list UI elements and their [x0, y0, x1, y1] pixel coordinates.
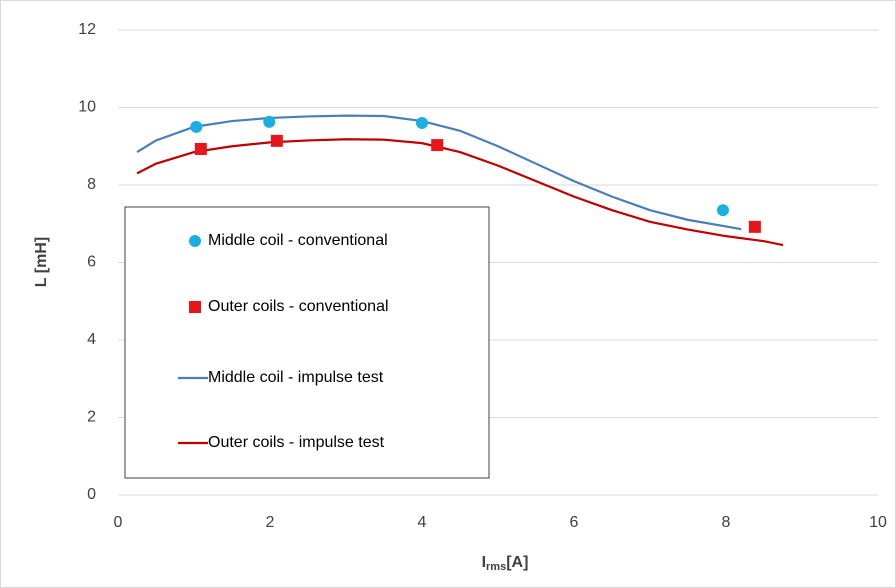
x-tick-label: 2 [266, 514, 275, 531]
x-tick-label: 6 [570, 514, 579, 531]
x-label-rest: [A] [506, 554, 528, 571]
legend-swatch [189, 301, 201, 313]
x-label-sub: rms [486, 561, 506, 573]
data-point [416, 117, 428, 129]
legend-label: Outer coils - conventional [208, 298, 389, 315]
data-point [194, 142, 207, 155]
series-line [136, 138, 784, 247]
data-point [431, 139, 444, 152]
y-tick-label: 12 [78, 21, 96, 38]
legend-label: Middle coil - impulse test [208, 369, 384, 386]
series-line [136, 114, 742, 231]
y-tick-label: 8 [87, 176, 96, 193]
y-tick-label: 4 [87, 331, 96, 348]
data-point [716, 204, 729, 217]
data-point [190, 120, 203, 133]
x-tick-label: 8 [722, 514, 731, 531]
y-axis-label: L [mH] [33, 237, 50, 287]
y-tick-label: 2 [87, 409, 96, 426]
x-label-main: I [482, 554, 486, 571]
y-tick-label: 6 [87, 254, 96, 271]
legend: Middle coil - conventional Outer coils - … [124, 206, 490, 479]
data-point [270, 134, 283, 147]
legend-swatch [189, 235, 201, 247]
x-tick-label: 10 [869, 514, 887, 531]
data-point [748, 220, 761, 233]
legend-label: Middle coil - conventional [208, 232, 388, 249]
x-tick-label: 0 [114, 514, 123, 531]
y-tick-label: 0 [87, 486, 96, 503]
y-tick-label: 10 [78, 99, 96, 116]
legend-box [124, 206, 490, 479]
legend-label: Outer coils - impulse test [208, 434, 385, 451]
x-tick-label: 4 [418, 514, 427, 531]
x-axis-label: Irms[A] [482, 554, 529, 573]
data-point [263, 115, 276, 128]
